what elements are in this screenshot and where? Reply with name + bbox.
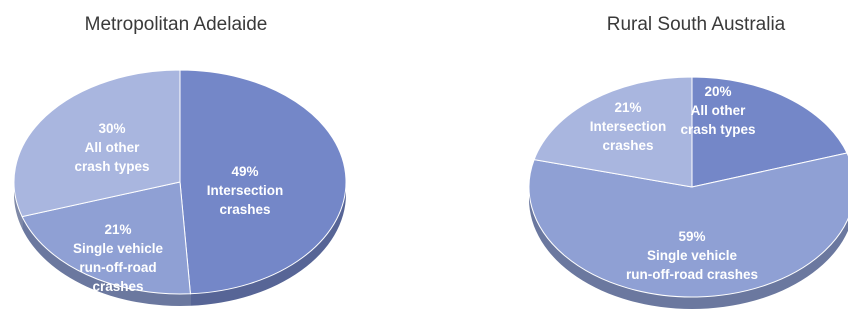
pie-slice bbox=[21, 181, 191, 295]
pie-slice bbox=[528, 152, 848, 298]
pie-slice bbox=[179, 69, 347, 295]
slice-label: 20% All other crash types bbox=[680, 84, 755, 137]
slice-label: 30% All other crash types bbox=[74, 121, 149, 174]
chart-rural-south-australia: Rural South Australia 20% All other crash … bbox=[424, 0, 848, 333]
slice-label: 21% Single vehicle run-off-road crashes bbox=[73, 222, 164, 294]
pie-slice bbox=[13, 69, 181, 218]
pie-chart: 20% All other crash types 59% Single vehicle… bbox=[528, 76, 848, 309]
pie-chart: 49% Intersection crashes 21% Single vehicle r… bbox=[13, 69, 347, 306]
chart-metropolitan-adelaide: Metropolitan Adelaide 49% Intersection cra… bbox=[13, 14, 347, 306]
chart-title: Metropolitan Adelaide bbox=[84, 14, 268, 35]
pie-side-wall bbox=[14, 182, 23, 229]
pie-side-wall bbox=[190, 182, 346, 306]
pie-side-wall bbox=[22, 216, 191, 306]
pie-slice bbox=[691, 76, 848, 188]
slice-label: 59% Single vehicle run-off-road crashes bbox=[626, 229, 758, 282]
chart-title: Rural South Australia bbox=[606, 14, 786, 35]
pie-slice bbox=[533, 76, 693, 188]
slice-label: 21% Intersection crashes bbox=[590, 100, 667, 153]
slice-label: 49% Intersection crashes bbox=[207, 164, 284, 217]
